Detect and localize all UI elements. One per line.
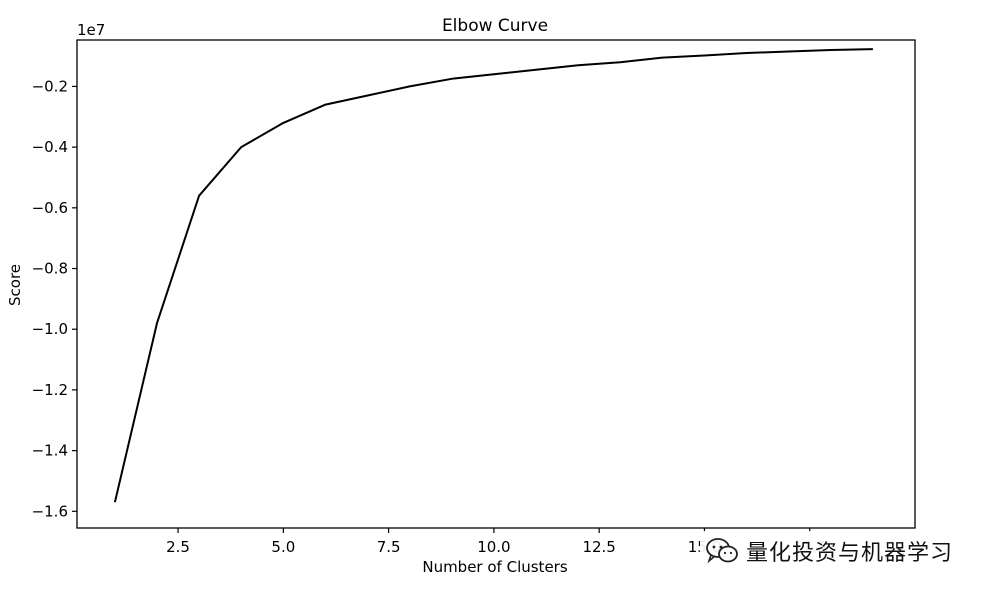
y-axis: −0.2 −0.4 −0.6 −0.8 −1.0 −1.2 −1.4 −1.6 <box>32 77 77 520</box>
y-tick-label: −1.0 <box>32 320 68 338</box>
x-tick-label: 12.5 <box>582 538 615 556</box>
series-layer <box>113 48 873 503</box>
y-tick-label: −1.4 <box>32 442 68 460</box>
y-tick-label: −0.6 <box>32 199 68 217</box>
x-axis-label: Number of Clusters <box>422 558 567 576</box>
series-line <box>113 48 873 503</box>
wechat-icon <box>706 538 738 564</box>
y-offset-text: 1e7 <box>77 21 105 39</box>
y-tick-label: −0.2 <box>32 77 68 95</box>
chart-title: Elbow Curve <box>442 16 548 36</box>
x-tick-label: 10.0 <box>477 538 510 556</box>
y-axis-label: Score <box>6 264 24 306</box>
plot-frame <box>76 39 916 529</box>
x-tick-label: 2.5 <box>166 538 190 556</box>
y-tick-label: −1.6 <box>32 502 68 520</box>
y-tick-label: −1.2 <box>32 381 68 399</box>
watermark: 量化投资与机器学习 <box>700 531 960 571</box>
x-tick-label: 5.0 <box>271 538 295 556</box>
x-tick-label: 7.5 <box>377 538 401 556</box>
watermark-text: 量化投资与机器学习 <box>746 541 954 566</box>
y-tick-label: −0.8 <box>32 260 68 278</box>
y-tick-label: −0.4 <box>32 138 68 156</box>
